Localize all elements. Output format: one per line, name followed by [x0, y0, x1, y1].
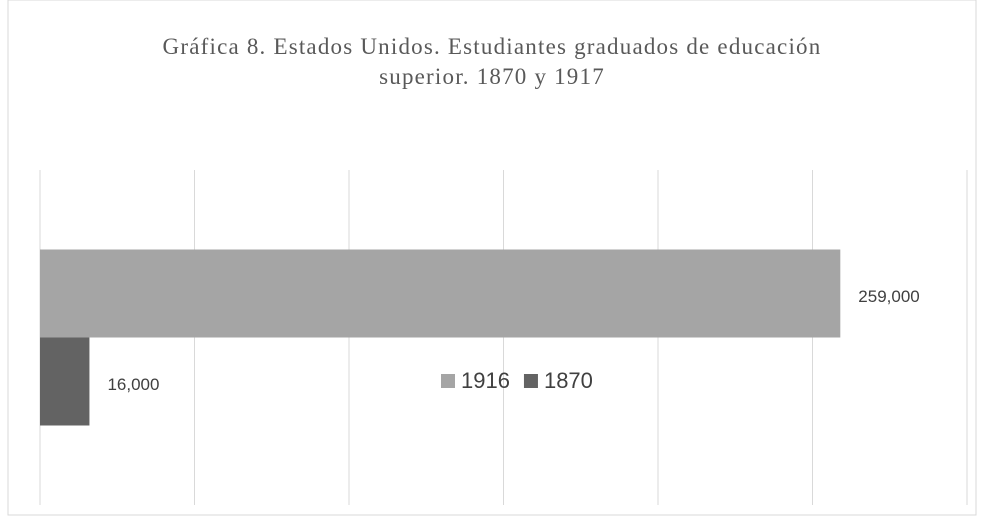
bar	[40, 337, 90, 426]
legend-label: 1916	[461, 368, 510, 393]
chart-title: Gráfica 8. Estados Unidos. Estudiantes g…	[162, 34, 822, 89]
legend-swatch	[441, 374, 455, 388]
value-label: 16,000	[107, 375, 159, 394]
legend-swatch	[523, 374, 538, 388]
value-label: 259,000	[858, 287, 919, 306]
chart-border	[7, 0, 977, 516]
legend-label: 1870	[544, 368, 593, 393]
bar	[40, 249, 841, 338]
